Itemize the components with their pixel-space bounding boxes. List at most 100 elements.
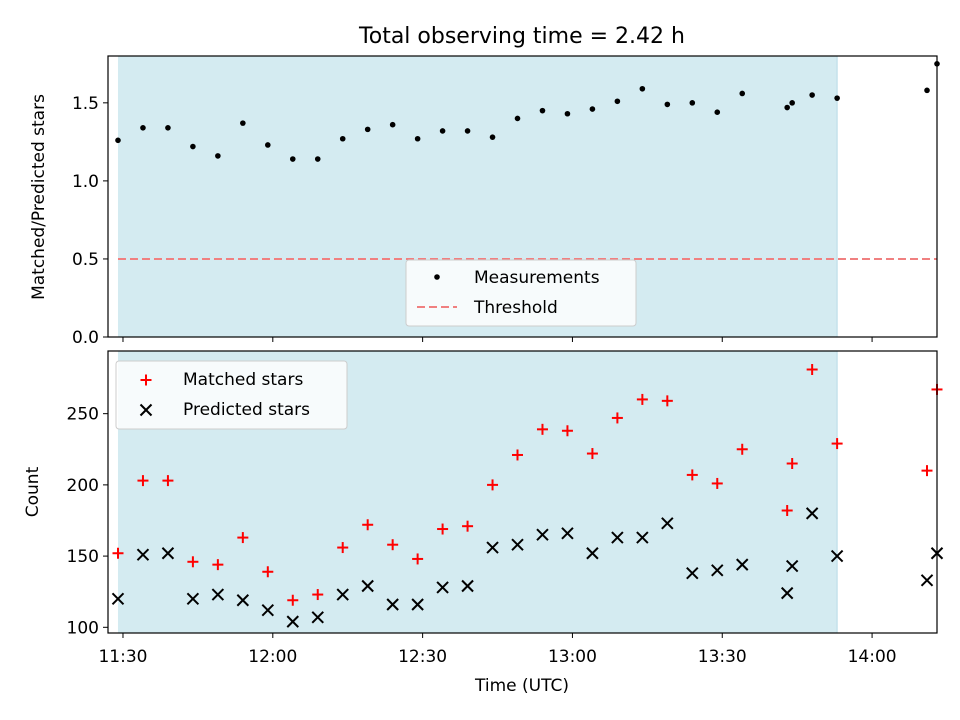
measurement-point xyxy=(439,128,446,134)
matched-stars-point xyxy=(586,448,598,460)
legend-matched-label: Matched stars xyxy=(183,370,303,390)
top-panel: 0.0 0.5 1.0 1.5 Total observing time = 2.42… xyxy=(29,24,940,348)
matched-stars-point xyxy=(137,475,149,487)
matched-stars-point xyxy=(262,566,274,578)
matched-stars-point xyxy=(212,559,224,571)
measurement-point xyxy=(514,115,521,122)
measurement-point xyxy=(265,142,271,148)
predicted-stars-point xyxy=(805,507,819,520)
measurement-point xyxy=(739,90,746,97)
predicted-stars-point xyxy=(361,579,374,593)
bottom-legend: Matched stars Predicted stars xyxy=(115,360,348,430)
matched-stars-point xyxy=(412,553,424,565)
bottom-legend-box xyxy=(115,360,348,430)
bottom-panel-frame xyxy=(107,350,938,634)
predicted-stars-point xyxy=(386,598,399,611)
x-axis-label: Time (UTC) xyxy=(474,676,569,696)
measurement-point xyxy=(364,126,371,133)
measurement-point xyxy=(664,101,671,108)
x-tick-label: 12:00 xyxy=(248,647,297,667)
predicted-stars-point xyxy=(511,538,524,551)
chart-title: Total observing time = 2.42 h xyxy=(358,24,685,49)
predicted-stars-point xyxy=(461,579,474,593)
measurement-point xyxy=(714,109,721,115)
bottom-y-tick-label: 150 xyxy=(67,547,99,567)
matched-stars-point xyxy=(337,542,349,554)
matched-stars-point xyxy=(611,412,623,424)
matched-stars-point xyxy=(736,443,748,455)
matched-stars-point xyxy=(162,475,174,487)
measurement-point xyxy=(834,95,840,101)
measurement-point xyxy=(809,92,815,98)
bottom-data-points xyxy=(111,364,944,628)
x-tick-label: 13:30 xyxy=(698,647,747,667)
legend-threshold-label: Threshold xyxy=(473,298,558,318)
top-data-points xyxy=(115,61,940,260)
predicted-stars-point xyxy=(111,592,125,606)
predicted-stars-point xyxy=(780,586,794,600)
matched-stars-point xyxy=(487,479,499,491)
matched-legend-glyph xyxy=(140,374,152,386)
measurement-point xyxy=(339,135,346,142)
predicted-legend-glyph xyxy=(139,403,153,417)
measurement-point xyxy=(215,153,221,159)
matched-stars-point xyxy=(921,465,933,477)
predicted-stars-point xyxy=(186,592,200,606)
measurement-point xyxy=(140,125,146,131)
measurement-point xyxy=(924,87,930,94)
measurement-point xyxy=(190,143,196,150)
predicted-stars-point xyxy=(336,588,349,601)
matched-stars-point xyxy=(237,532,249,544)
matched-stars-point xyxy=(781,505,793,517)
measurement-point xyxy=(240,120,246,126)
predicted-stars-point xyxy=(536,528,549,541)
predicted-stars-point xyxy=(785,559,799,573)
matched-stars-point xyxy=(711,477,723,489)
predicted-stars-point xyxy=(611,531,624,544)
top-y-tick-label: 0.5 xyxy=(72,250,99,270)
predicted-stars-point xyxy=(236,594,250,607)
legend-matched-marker xyxy=(140,374,152,386)
top-y-tick-label: 1.0 xyxy=(72,172,99,192)
bottom-panel: 100 150 200 250 11:30 12:00 12:30 13:00 13:30 14:… xyxy=(23,350,944,696)
top-y-axis-label: Matched/Predicted stars xyxy=(29,94,49,300)
top-y-tick-label: 0.0 xyxy=(72,328,99,348)
measurement-point xyxy=(689,100,696,106)
predicted-stars-point xyxy=(586,547,599,560)
predicted-stars-point xyxy=(830,549,844,563)
measurement-point xyxy=(589,106,596,112)
matched-stars-point xyxy=(661,395,673,407)
matched-stars-point xyxy=(686,469,698,481)
matched-stars-point xyxy=(462,520,474,532)
matched-stars-point xyxy=(512,449,524,461)
measurement-point xyxy=(314,156,321,162)
predicted-stars-point xyxy=(711,564,724,577)
predicted-stars-point xyxy=(261,604,275,617)
predicted-stars-point xyxy=(161,547,175,560)
predicted-stars-point xyxy=(411,598,424,611)
matched-stars-point xyxy=(786,458,798,470)
matched-stars-point xyxy=(187,556,199,568)
measurement-point xyxy=(115,137,121,144)
matched-stars-point xyxy=(437,523,449,535)
matched-stars-point xyxy=(387,539,399,551)
matched-stars-point xyxy=(636,393,648,405)
measurement-point xyxy=(614,98,621,105)
x-tick-label: 11:30 xyxy=(98,647,147,667)
bottom-axes-ticks: 100 150 200 250 11:30 12:00 12:30 13:00 13:30 14:… xyxy=(67,405,897,667)
measurement-point xyxy=(789,100,795,106)
measurement-point xyxy=(784,104,790,111)
measurement-point xyxy=(389,121,396,128)
matched-stars-point xyxy=(287,594,299,606)
legend-predicted-label: Predicted stars xyxy=(183,400,310,420)
predicted-stars-point xyxy=(286,615,299,628)
predicted-stars-point xyxy=(920,574,934,587)
predicted-stars-point xyxy=(211,588,225,601)
matched-stars-point xyxy=(112,547,124,559)
bottom-y-tick-label: 250 xyxy=(67,405,99,425)
x-tick-label: 13:00 xyxy=(548,647,597,667)
matched-stars-point xyxy=(831,438,843,450)
predicted-stars-point xyxy=(136,548,150,561)
x-tick-label: 12:30 xyxy=(398,647,447,667)
